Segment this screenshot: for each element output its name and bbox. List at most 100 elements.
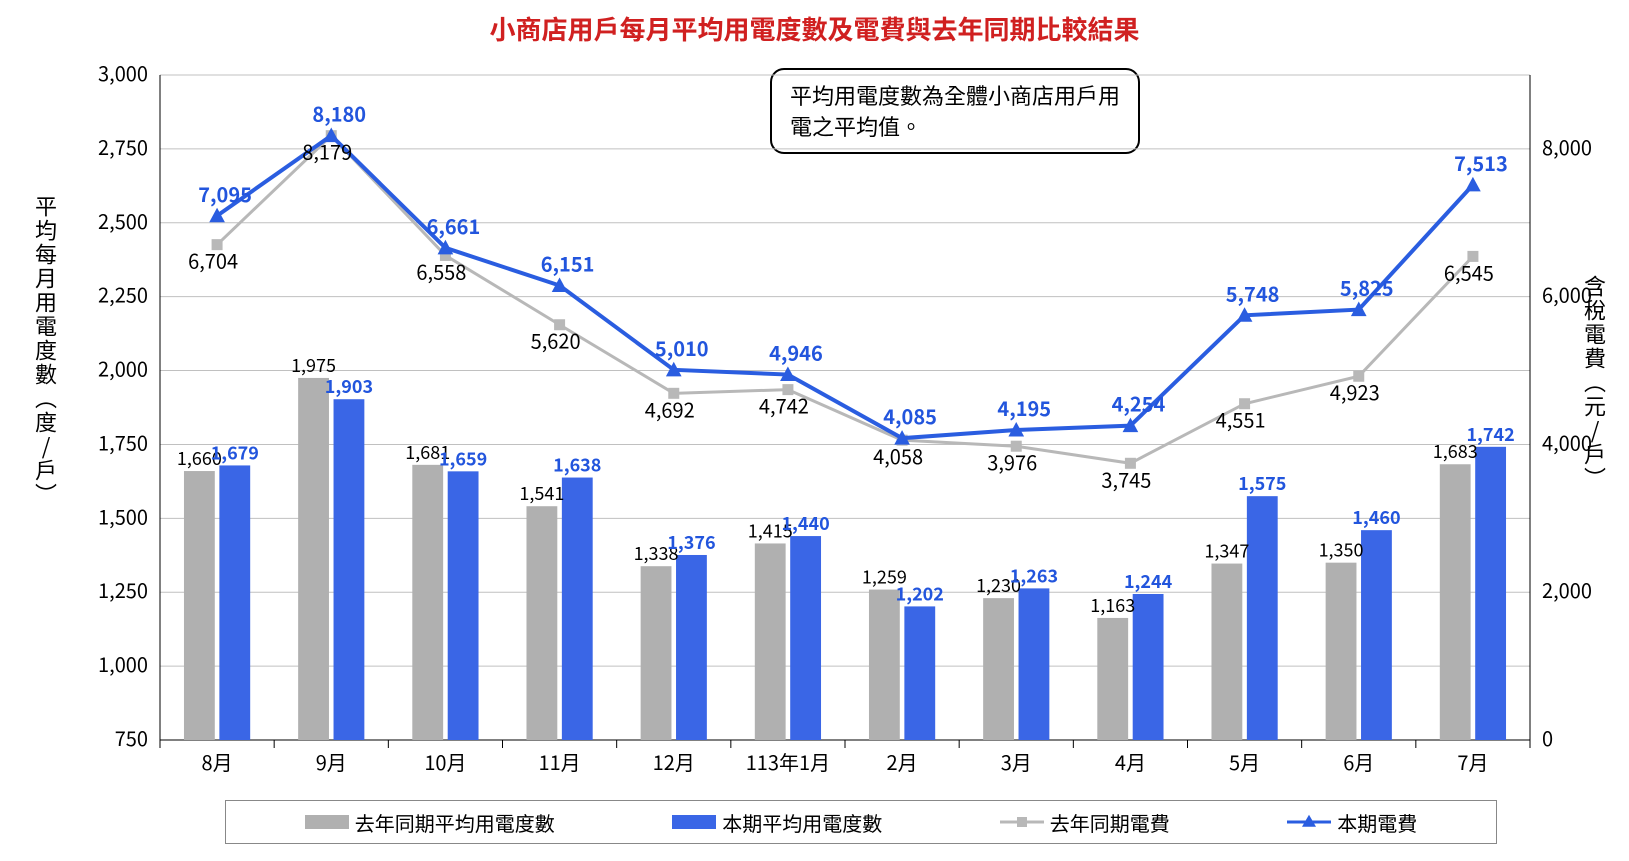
- bar-prev: [869, 590, 900, 740]
- legend-swatch: [672, 815, 716, 829]
- bar-curr: [334, 399, 365, 740]
- svg-text:1,750: 1,750: [98, 427, 148, 456]
- bar-prev: [526, 506, 557, 740]
- bar-prev: [298, 378, 329, 740]
- svg-text:10月: 10月: [424, 747, 466, 776]
- svg-text:1,376: 1,376: [667, 529, 715, 555]
- svg-text:1,440: 1,440: [781, 510, 829, 536]
- svg-text:3,976: 3,976: [987, 447, 1037, 476]
- bar-prev: [184, 471, 215, 740]
- bar-prev: [1211, 564, 1242, 740]
- legend-label: 去年同期電費: [1050, 808, 1170, 837]
- svg-text:4,254: 4,254: [1112, 389, 1166, 418]
- bar-curr: [1133, 594, 1164, 740]
- bar-prev: [641, 566, 672, 740]
- svg-text:1,000: 1,000: [98, 649, 148, 678]
- svg-text:4,058: 4,058: [873, 441, 923, 470]
- svg-text:4,551: 4,551: [1216, 405, 1266, 434]
- svg-text:6月: 6月: [1343, 747, 1374, 776]
- svg-text:4,085: 4,085: [883, 401, 937, 430]
- svg-text:8月: 8月: [202, 747, 233, 776]
- svg-text:12月: 12月: [653, 747, 695, 776]
- svg-text:7月: 7月: [1457, 747, 1488, 776]
- bar-prev: [1097, 618, 1128, 740]
- bar-curr: [219, 465, 250, 740]
- svg-text:5,748: 5,748: [1226, 278, 1280, 307]
- legend: 去年同期平均用電度數 本期平均用電度數 去年同期電費 本期電費: [225, 800, 1497, 844]
- svg-text:1,347: 1,347: [1204, 538, 1249, 564]
- svg-text:1,659: 1,659: [439, 445, 487, 471]
- svg-text:1,250: 1,250: [98, 575, 148, 604]
- legend-item-bar_prev: 去年同期平均用電度數: [305, 808, 555, 837]
- bar-curr: [904, 606, 935, 740]
- svg-text:1,460: 1,460: [1352, 504, 1400, 530]
- svg-text:7,095: 7,095: [198, 179, 252, 208]
- bar-prev: [412, 465, 443, 740]
- svg-text:5,620: 5,620: [531, 326, 581, 355]
- svg-text:1,163: 1,163: [1090, 592, 1135, 618]
- legend-label: 本期平均用電度數: [722, 808, 882, 837]
- legend-item-line_curr: 本期電費: [1287, 808, 1417, 837]
- svg-text:3,745: 3,745: [1101, 464, 1151, 493]
- svg-text:1,350: 1,350: [1319, 537, 1364, 563]
- svg-text:4,742: 4,742: [759, 391, 809, 420]
- svg-text:6,151: 6,151: [541, 249, 595, 278]
- bar-curr: [1247, 496, 1278, 740]
- svg-text:5,825: 5,825: [1340, 273, 1394, 302]
- bar-prev: [983, 598, 1014, 740]
- svg-text:8,180: 8,180: [312, 99, 366, 128]
- svg-text:4月: 4月: [1115, 747, 1146, 776]
- svg-text:1,575: 1,575: [1238, 470, 1286, 496]
- bar-curr: [1361, 530, 1392, 740]
- svg-text:4,692: 4,692: [645, 394, 695, 423]
- line-prev: [217, 136, 1473, 464]
- legend-label: 本期電費: [1337, 808, 1417, 837]
- svg-text:6,704: 6,704: [188, 246, 238, 275]
- svg-text:0: 0: [1542, 723, 1553, 752]
- bar-prev: [1326, 563, 1357, 740]
- bar-prev: [755, 543, 786, 740]
- legend-swatch: [305, 815, 349, 829]
- combo-chart: 小商店用戶每月平均用電度數及電費與去年同期比較結果 平均用電度數為全體小商店用戶…: [0, 0, 1629, 861]
- svg-text:6,000: 6,000: [1542, 280, 1592, 309]
- svg-text:4,195: 4,195: [997, 393, 1051, 422]
- legend-item-bar_curr: 本期平均用電度數: [672, 808, 882, 837]
- svg-text:6,661: 6,661: [427, 211, 481, 240]
- svg-text:1,541: 1,541: [519, 480, 564, 506]
- legend-swatch: [1287, 812, 1331, 832]
- svg-text:4,000: 4,000: [1542, 427, 1592, 456]
- svg-text:6,558: 6,558: [416, 256, 466, 285]
- svg-text:5月: 5月: [1229, 747, 1260, 776]
- svg-text:9月: 9月: [316, 747, 347, 776]
- legend-swatch: [1000, 812, 1044, 832]
- bar-prev: [1440, 464, 1471, 740]
- bar-curr: [448, 471, 479, 740]
- bar-curr: [1475, 447, 1506, 740]
- svg-text:1,244: 1,244: [1124, 568, 1173, 594]
- bar-curr: [790, 536, 821, 740]
- legend-item-line_prev: 去年同期電費: [1000, 808, 1170, 837]
- svg-text:8,179: 8,179: [302, 137, 352, 166]
- svg-text:2月: 2月: [887, 747, 918, 776]
- svg-text:11月: 11月: [538, 747, 580, 776]
- svg-text:7,513: 7,513: [1454, 148, 1508, 177]
- svg-text:1,263: 1,263: [1010, 562, 1058, 588]
- legend-label: 去年同期平均用電度數: [355, 808, 555, 837]
- chart-svg: 7501,0001,2501,5001,7502,0002,2502,5002,…: [0, 0, 1629, 861]
- svg-text:6,545: 6,545: [1444, 257, 1494, 286]
- svg-text:3月: 3月: [1001, 747, 1032, 776]
- bar-curr: [676, 555, 707, 740]
- svg-text:1,202: 1,202: [896, 580, 944, 606]
- svg-text:3,000: 3,000: [98, 58, 148, 87]
- svg-text:1,679: 1,679: [211, 439, 259, 465]
- bar-curr: [1019, 588, 1050, 740]
- svg-text:1,903: 1,903: [325, 373, 373, 399]
- svg-text:113年1月: 113年1月: [746, 747, 830, 776]
- svg-text:2,000: 2,000: [98, 354, 148, 383]
- svg-text:8,000: 8,000: [1542, 132, 1592, 161]
- svg-text:2,250: 2,250: [98, 280, 148, 309]
- svg-text:2,500: 2,500: [98, 206, 148, 235]
- svg-text:1,742: 1,742: [1466, 421, 1514, 447]
- svg-text:4,923: 4,923: [1330, 377, 1380, 406]
- svg-text:2,000: 2,000: [1542, 575, 1592, 604]
